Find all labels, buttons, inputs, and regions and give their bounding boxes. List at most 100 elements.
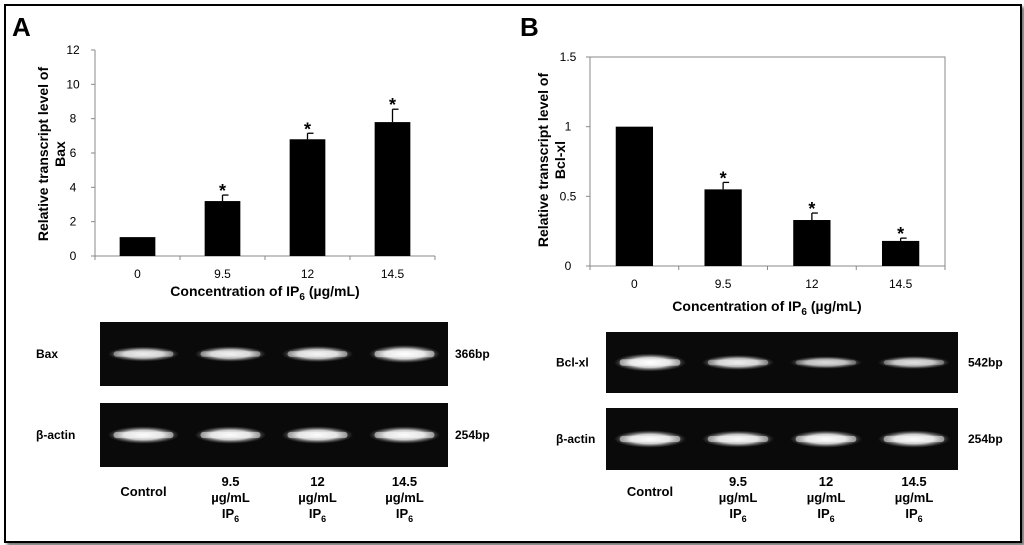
x-tick-label: 0	[134, 267, 141, 281]
gel-band	[194, 426, 267, 444]
gel-band-core	[113, 431, 174, 439]
gel-band	[281, 426, 354, 444]
lane-label-value: 9.5	[729, 474, 747, 489]
x-tick-label: 9.5	[214, 267, 231, 281]
gel-band	[701, 430, 775, 448]
lane-label-compound-main: IP	[396, 506, 409, 521]
x-tick-label: 9.5	[715, 277, 732, 291]
gel-band	[701, 355, 775, 370]
lane-label-compound-main: IP	[905, 506, 918, 521]
y-tick-label: 2	[70, 215, 77, 229]
gel-band-core	[883, 435, 945, 443]
lane-label-compound-sub: 6	[234, 514, 239, 524]
significance-marker: *	[219, 181, 226, 201]
significance-marker: *	[389, 95, 396, 115]
bar	[881, 240, 920, 266]
panel-b: B 0 0.5 1 1.5 0 * 9.5 * 12 * 14.5 Relative transcrip…	[520, 12, 1003, 524]
bar	[615, 126, 654, 267]
significance-marker: *	[720, 168, 727, 188]
lane-label-value: 12	[819, 474, 833, 489]
gel-band	[613, 430, 687, 448]
gel-band	[789, 356, 863, 369]
gel-band-core	[795, 360, 857, 365]
panel-a: A 0 2 4 6 8 10 12 0 * 9.5 * 12 * 14.5 Relative transcri…	[12, 12, 490, 524]
gel-band	[107, 346, 180, 362]
bar	[793, 220, 831, 266]
gel-row-label: β-actin	[36, 428, 75, 442]
bar	[289, 139, 326, 256]
gel-band	[368, 426, 441, 444]
gel-band-core	[374, 431, 435, 439]
x-tick-label: 12	[301, 267, 315, 281]
lane-label-compound-sub: 6	[830, 514, 835, 524]
gel-band	[107, 426, 180, 444]
gel-band-core	[287, 431, 348, 439]
y-axis-title: Relative transcript level ofBax	[35, 67, 68, 242]
lane-label-compound: IP6	[222, 506, 239, 524]
x-axis-title-main: Concentration of IP	[672, 298, 801, 314]
gel-band-core	[200, 431, 261, 439]
gel-band-core	[707, 435, 769, 443]
panel-letter: A	[12, 12, 31, 42]
x-axis-title-tail: (µg/mL)	[807, 298, 862, 314]
y-axis-title-line1: Relative transcript level of	[35, 67, 51, 242]
lane-label-unit: µg/mL	[385, 490, 424, 505]
gel-band-core	[795, 435, 857, 443]
y-tick-label: 8	[70, 112, 77, 126]
lane-label-compound: IP6	[309, 506, 326, 524]
y-tick-label: 0	[565, 259, 572, 273]
lane-label-unit: µg/mL	[807, 490, 846, 505]
y-tick-label: 4	[70, 180, 77, 194]
lane-label-compound-main: IP	[817, 506, 830, 521]
x-axis-title-main: Concentration of IP	[170, 283, 299, 299]
gel-band	[877, 355, 951, 370]
lane-label-compound: IP6	[396, 506, 413, 524]
lane-label-value: 12	[310, 474, 324, 489]
x-tick-label: 14.5	[381, 267, 405, 281]
lane-label: Control	[627, 484, 673, 499]
x-tick-label: 0	[631, 277, 638, 291]
lane-label-compound: IP6	[729, 506, 746, 524]
y-tick-label: 10	[66, 77, 80, 91]
x-axis-title-sub: 6	[801, 307, 807, 318]
gel-band-core	[707, 359, 769, 366]
y-axis-title-line2: Bax	[52, 141, 68, 167]
gel-row-label: β-actin	[556, 432, 595, 446]
lane-label-unit: µg/mL	[719, 490, 758, 505]
gel-band-core	[619, 435, 681, 443]
lane-label-compound-main: IP	[309, 506, 322, 521]
x-axis-title-sub: 6	[299, 292, 305, 303]
gel-band-core	[287, 351, 348, 357]
gel-row-label: Bcl-xl	[556, 356, 589, 370]
y-axis-title-line2: Bcl-xl	[552, 141, 568, 179]
x-axis-title: Concentration of IP6 (µg/mL)	[170, 283, 359, 303]
gel-row-label: Bax	[36, 347, 58, 361]
gel-band-core	[619, 359, 681, 366]
lane-label-compound-sub: 6	[408, 514, 413, 524]
y-tick-label: 1.5	[560, 50, 577, 64]
lane-label-compound-sub: 6	[742, 514, 747, 524]
bar	[119, 237, 156, 256]
bar	[374, 122, 411, 256]
x-tick-label: 12	[805, 277, 819, 291]
gel-size-label: 254bp	[968, 432, 1003, 446]
lane-label-value: 14.5	[392, 474, 417, 489]
gel-band-core	[113, 351, 174, 357]
lane-label-compound-sub: 6	[918, 514, 923, 524]
gel-size-label: 366bp	[455, 347, 490, 361]
significance-marker: *	[897, 224, 904, 244]
lane-label-unit: µg/mL	[298, 490, 337, 505]
x-tick-label: 14.5	[889, 277, 913, 291]
lane-label-compound-main: IP	[729, 506, 742, 521]
lane-label-compound-sub: 6	[321, 514, 326, 524]
gel-band-core	[200, 351, 261, 357]
y-tick-label: 6	[70, 146, 77, 160]
lane-label-compound-main: IP	[222, 506, 235, 521]
y-axis-title: Relative transcript level ofBcl-xl	[535, 73, 568, 248]
significance-marker: *	[808, 199, 815, 219]
y-tick-label: 0	[70, 249, 77, 263]
gel-band	[789, 430, 863, 448]
gel-band	[281, 345, 354, 363]
bar	[204, 201, 241, 256]
panel-letter: B	[520, 12, 539, 42]
